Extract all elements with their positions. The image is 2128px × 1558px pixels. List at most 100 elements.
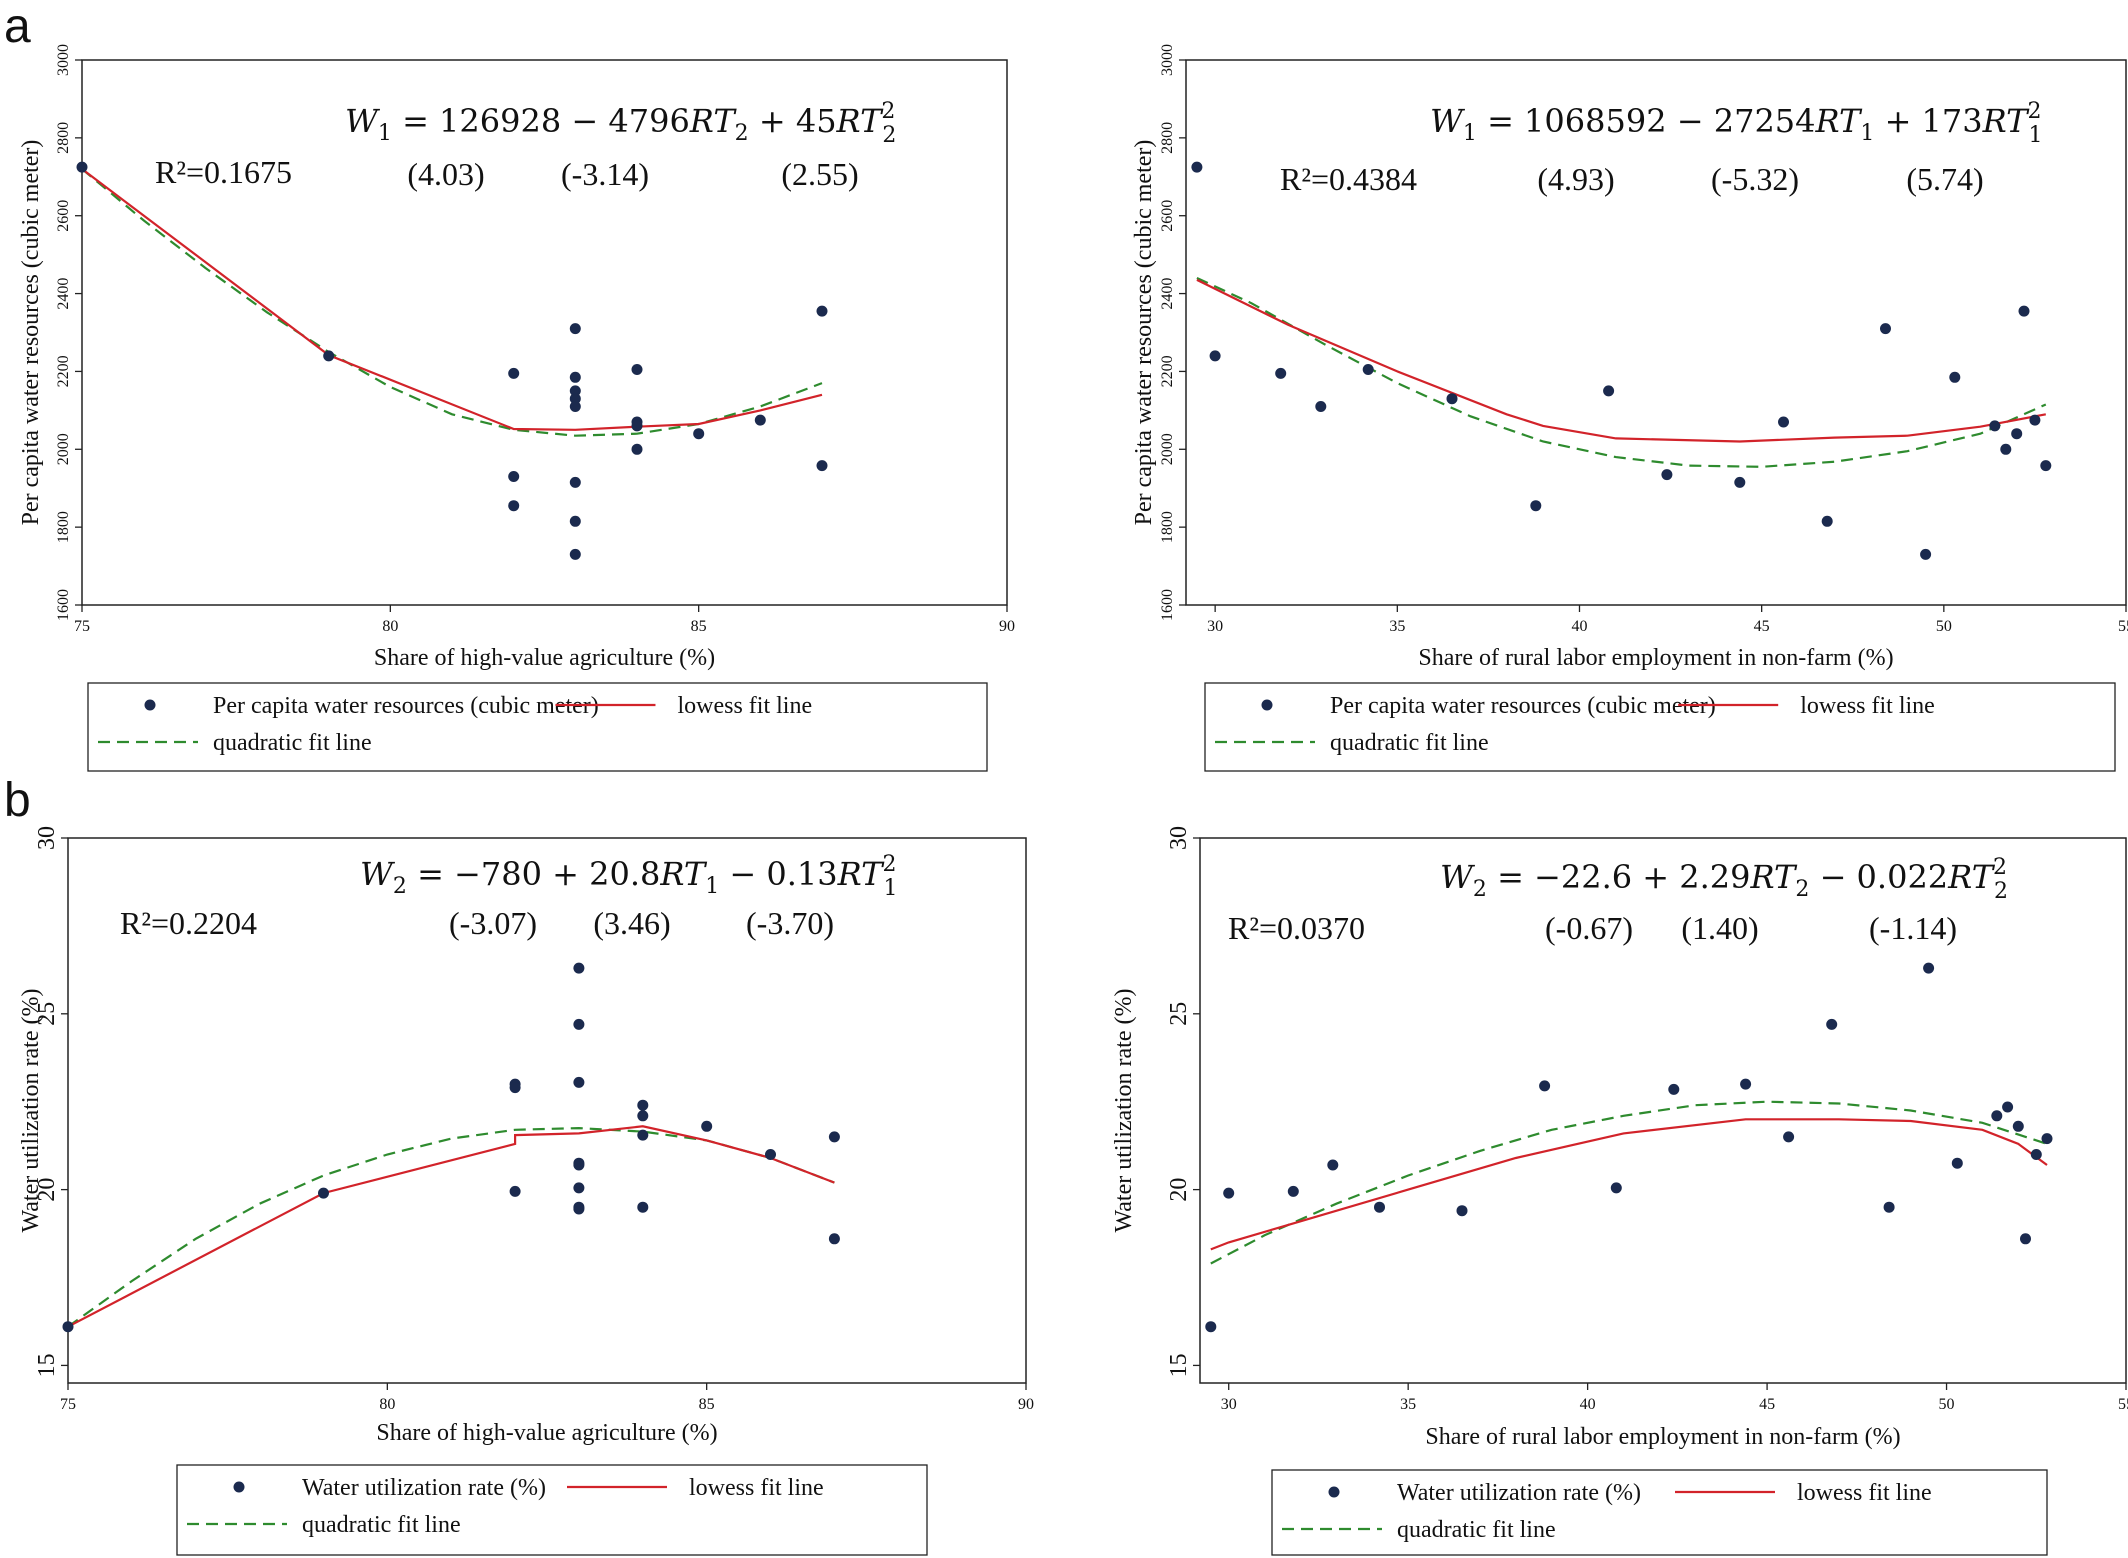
data-point: [1327, 1159, 1339, 1171]
quadratic-fit-line: [81, 168, 823, 437]
x-tick-label: 85: [691, 618, 707, 635]
panel-label-b: b: [4, 774, 31, 827]
r-squared-label: R²=0.1675: [155, 154, 292, 190]
y-tick-label: 1800: [1159, 511, 1176, 543]
data-point: [1446, 393, 1458, 405]
data-point: [569, 393, 581, 405]
x-tick-label: 40: [1571, 618, 1587, 635]
x-tick-label: 75: [74, 618, 90, 635]
data-point: [569, 371, 581, 383]
panel-label-a: a: [4, 0, 31, 53]
x-tick-label: 35: [1400, 1396, 1416, 1413]
y-tick-label: 2400: [55, 278, 72, 310]
data-point: [1734, 476, 1746, 488]
data-point: [1880, 323, 1891, 335]
data-point: [2029, 414, 2041, 426]
y-tick-label: 30: [34, 826, 60, 850]
data-point: [1530, 500, 1542, 512]
data-point: [1923, 962, 1935, 974]
x-tick-label: 50: [1936, 618, 1952, 635]
x-tick-label: 55: [2118, 618, 2128, 635]
data-point: [1275, 367, 1287, 379]
y-tick-label: 20: [34, 1178, 60, 1202]
data-point: [765, 1149, 776, 1160]
data-point: [1315, 401, 1327, 412]
lowess-fit-line: [1210, 1118, 2048, 1251]
data-point: [573, 962, 585, 974]
y-tick-label: 25: [1166, 1002, 1192, 1026]
x-tick-label: 45: [1759, 1396, 1775, 1413]
coefficient-t-stat: (5.74): [1906, 161, 1983, 197]
data-point: [1456, 1205, 1468, 1217]
legend: Per capita water resources (cubic meter)…: [1204, 682, 2116, 772]
legend-quadratic-label: quadratic fit line: [1397, 1517, 1556, 1543]
y-tick-label: 2800: [55, 122, 72, 154]
y-tick-label: 1600: [1159, 589, 1176, 621]
coefficient-t-stat: (3.46): [593, 905, 670, 941]
x-axis-title: Share of high-value agriculture (%): [376, 1420, 717, 1446]
data-point: [1951, 1157, 1963, 1169]
x-tick-label: 80: [382, 618, 398, 635]
data-point: [509, 1185, 521, 1197]
y-tick-label: 2200: [1159, 355, 1176, 387]
y-tick-label: 3000: [55, 44, 72, 76]
data-point: [573, 1203, 585, 1215]
legend-lowess-label: lowess fit line: [1797, 1480, 1932, 1506]
data-point: [1989, 420, 2001, 432]
data-point: [573, 1159, 585, 1171]
data-point: [816, 305, 828, 317]
data-point: [2011, 428, 2023, 440]
data-point: [573, 1182, 585, 1194]
y-tick-label: 2600: [1159, 200, 1176, 232]
chart-3: 75 80 85 90 15 20 25 30 Share of high-value agri…: [18, 826, 1034, 1556]
x-tick-label: 30: [1207, 618, 1223, 635]
legend-box: [176, 1464, 928, 1556]
x-tick-label: 35: [1389, 618, 1405, 635]
data-point: [1539, 1080, 1551, 1092]
data-point: [637, 1201, 649, 1213]
data-point: [1287, 1185, 1299, 1197]
regression-equation: W1 = 1068592 − 27254RT1 + 173RT2 1: [1430, 99, 2043, 148]
regression-equation: W2 = −22.6 + 2.29RT2 − 0.022RT2 2: [1440, 855, 2008, 904]
x-axis-title: Share of rural labor employment in non-f…: [1418, 645, 1893, 671]
data-point: [1362, 364, 1374, 375]
data-point: [693, 428, 705, 440]
data-point: [1191, 161, 1203, 173]
legend-box: [87, 682, 988, 772]
data-point: [508, 500, 520, 512]
x-tick-label: 50: [1939, 1396, 1955, 1413]
coefficient-t-stat: (4.03): [407, 156, 484, 192]
y-tick-label: 15: [1166, 1353, 1192, 1377]
x-tick-label: 85: [699, 1396, 715, 1413]
r-squared-label: R²=0.2204: [120, 905, 257, 941]
x-tick-label: 30: [1221, 1396, 1237, 1413]
y-tick-label: 2000: [55, 433, 72, 465]
y-tick-label: 2000: [1159, 433, 1176, 465]
data-point: [1778, 416, 1789, 428]
legend: Water utilization rate (%) lowess fit lin…: [176, 1464, 928, 1556]
legend-box: [1271, 1469, 2048, 1556]
quadratic-fit-line: [1196, 277, 2047, 468]
coefficient-t-stat: (-1.14): [1869, 910, 1957, 946]
plot-frame: [1185, 59, 2127, 606]
lowess-fit-line: [1196, 278, 2047, 443]
data-point: [76, 161, 88, 173]
chart-2: 30 35 40 45 50 55 1600 1800 2000 2200 2400 2600 2800…: [1131, 44, 2128, 772]
data-point: [2020, 1233, 2031, 1245]
data-point: [1205, 1321, 1217, 1333]
data-point: [573, 1018, 585, 1030]
data-point: [637, 1099, 649, 1111]
y-tick-label: 2600: [55, 200, 72, 232]
y-tick-label: 30: [1166, 826, 1192, 850]
data-point: [569, 548, 581, 560]
data-point: [1883, 1201, 1895, 1213]
y-tick-label: 3000: [1159, 44, 1176, 76]
legend-quadratic-label: quadratic fit line: [213, 730, 372, 756]
y-tick-label: 1800: [55, 511, 72, 543]
data-point: [1949, 371, 1961, 383]
legend: Water utilization rate (%) lowess fit lin…: [1271, 1469, 2048, 1556]
legend-point-marker: [1328, 1486, 1340, 1498]
data-point: [1920, 548, 1932, 560]
data-point: [1783, 1131, 1795, 1143]
